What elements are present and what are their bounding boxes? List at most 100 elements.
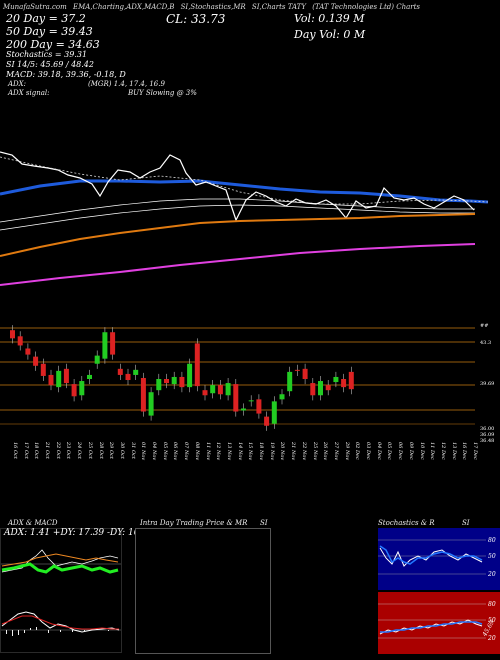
adx-label: ADX: [8,80,27,88]
x-date-label: 21 Nov [290,442,297,461]
menu-item[interactable]: (TAT Technologies Ltd) Charts [312,3,421,11]
candle-body [348,371,354,390]
candle-body [217,385,223,395]
candlestick-chart [0,325,475,431]
x-date-label: 11 Nov [204,442,211,461]
candle-body [333,376,339,383]
candle-body [341,379,347,388]
macd-histogram [6,627,109,636]
x-date-label: 21 Oct [44,442,51,459]
candle-body [87,374,92,379]
mgr-label: (MGR) 1.4, 17.4, 16.9 [88,80,165,88]
x-date-label: 20 Nov [279,442,286,461]
candle-body [63,368,69,384]
price-tick: 39.69 [480,381,495,387]
ema-20-label: 20 Day = 37.2 [6,12,86,25]
menu-item[interactable]: SI,Charts TATY [251,3,306,11]
x-date-label: 08 Nov [193,442,200,461]
menu-item[interactable]: EMA,Charting,ADX,MACD,B [73,3,175,11]
x-date-label: 13 Dec [450,442,457,460]
x-date-label: 18 Nov [258,442,265,461]
x-date-label: 07 Nov [183,442,190,461]
ema-200-label: 200 Day = 34.63 [6,38,100,51]
x-date-label: 12 Dec [439,442,446,460]
menu-item[interactable]: MunafaSutra.com [3,3,67,11]
intraday-panel-si: SI [260,519,268,527]
price-tick: 36.48 [480,438,495,444]
stoch-tick: 50 [488,553,496,560]
x-date-label: 26 Nov [322,442,329,461]
candle-body [125,373,131,381]
x-date-label: 18 Oct [33,442,40,459]
x-date-label: 13 Nov [225,442,232,461]
candle-body [256,399,262,414]
adx-green-line [1,562,119,574]
stoch-tick: 80 [488,537,496,544]
x-date-label: 02 Dec [354,442,361,460]
candle-body [94,355,100,364]
macd-label: MACD: 39.18, 39.36, -0.18, D [6,70,126,79]
candle-body [71,384,77,397]
si-tick: 20 [488,635,496,642]
adx-values: ADX: 1.41 +DY: 17.39 -DY: 16.91 [4,528,154,538]
candle-body [318,381,323,396]
candle-body [79,381,85,396]
candle-body [202,390,208,396]
x-date-label: 03 Dec [365,442,372,460]
stochastics-label: Stochastics = 39.31 [6,50,88,59]
si-tick: 50 [488,617,496,624]
candle-body [241,408,246,411]
candle-body [33,356,39,366]
menu-item[interactable]: SI,Stochastics,MR [180,3,246,11]
adx-signal-label: ADX signal: [8,89,50,97]
ema-thin-white-2 [0,204,475,231]
stoch-d-line [379,545,483,565]
x-date-label: 29 Nov [343,442,350,461]
x-date-label: 15 Nov [247,442,254,461]
macd-white-line [1,611,120,633]
x-date-label: 25 Oct [86,442,93,459]
day-volume-label: Day Vol: 0 M [294,28,366,41]
adx-macd-panel [0,528,122,653]
candle-body [271,401,277,424]
x-date-label: 05 Nov [161,442,168,461]
candle-body [164,379,169,384]
candle-body [148,392,154,416]
candle-body [194,343,200,387]
x-date-label: 29 Oct [108,442,115,459]
buy-signal-label: BUY Slowing @ 3% [128,89,197,97]
candle-body [248,400,254,402]
x-date-label: 09 Dec [407,442,414,460]
candle-body [187,363,193,388]
x-date-label: 24 Oct [76,442,83,459]
candle-body [225,383,231,396]
ema-50-label: 50 Day = 39.43 [6,25,93,38]
candle-body [287,371,293,392]
price-tick: 36.09 [480,432,495,438]
x-axis-dates: 16 Oct 17 Oct 18 Oct 21 Oct 22 Oct 23 Oct 24 O… [0,442,480,482]
x-date-label: 30 Oct [118,442,125,459]
candle-body [210,385,216,394]
candle-body [294,369,300,371]
x-date-label: 16 Dec [461,442,468,460]
x-date-label: 06 Dec [397,442,404,460]
candle-body [102,332,108,359]
x-date-label: 19 Nov [268,442,275,461]
candle-body [179,376,185,388]
si-panel [378,592,500,654]
candle-body [56,370,62,388]
stochastics-panel [378,528,500,590]
x-date-label: 28 Oct [97,442,104,459]
candle-body [156,379,162,391]
x-date-label: 10 Dec [418,442,425,460]
si-blue-line [380,621,483,633]
x-date-label: 25 Nov [311,442,318,461]
candle-body [48,374,54,386]
x-date-label: 04 Nov [151,442,158,461]
candle-body [302,368,308,379]
intraday-panel-title: Intra Day Trading Price & MR [140,519,248,527]
x-date-label: 01 Nov [140,442,147,461]
long-ema-line [0,243,476,286]
candle-body [264,416,270,426]
header-menu: MunafaSutra.com EMA,Charting,ADX,MACD,B … [3,3,420,11]
